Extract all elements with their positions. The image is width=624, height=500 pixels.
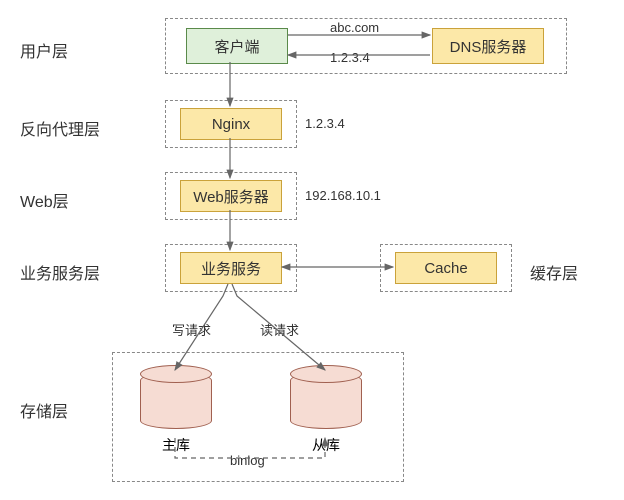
layer-label-storage: 存储层 bbox=[20, 398, 68, 422]
layer-label-web: Web层 bbox=[20, 188, 69, 212]
edge-label-write: 写请求 bbox=[172, 320, 211, 339]
edge-label-binlog: binlog bbox=[230, 453, 265, 468]
edge-label-read: 读请求 bbox=[260, 320, 299, 339]
node-webserver: Web服务器 bbox=[180, 180, 282, 212]
node-bizsvc: 业务服务 bbox=[180, 252, 282, 284]
db-slave: 从库 bbox=[290, 372, 362, 455]
db-slave-label: 从库 bbox=[290, 435, 362, 455]
db-cylinder-icon bbox=[140, 372, 212, 429]
node-dns: DNS服务器 bbox=[432, 28, 544, 64]
edge-label-req-domain: abc.com bbox=[330, 20, 379, 35]
node-nginx: Nginx bbox=[180, 108, 282, 140]
edge-label-web-ip: 192.168.10.1 bbox=[305, 188, 381, 203]
edge-label-nginx-ip: 1.2.3.4 bbox=[305, 116, 345, 131]
node-client: 客户端 bbox=[186, 28, 288, 64]
layer-label-biz: 业务服务层 bbox=[20, 260, 100, 284]
node-cache: Cache bbox=[395, 252, 497, 284]
layer-label-user: 用户层 bbox=[20, 38, 68, 62]
db-master-label: 主库 bbox=[140, 435, 212, 455]
db-cylinder-icon bbox=[290, 372, 362, 429]
edge-label-resp-ip: 1.2.3.4 bbox=[330, 50, 370, 65]
layer-label-proxy: 反向代理层 bbox=[20, 116, 100, 140]
layer-label-cache: 缓存层 bbox=[530, 260, 578, 284]
db-master: 主库 bbox=[140, 372, 212, 455]
